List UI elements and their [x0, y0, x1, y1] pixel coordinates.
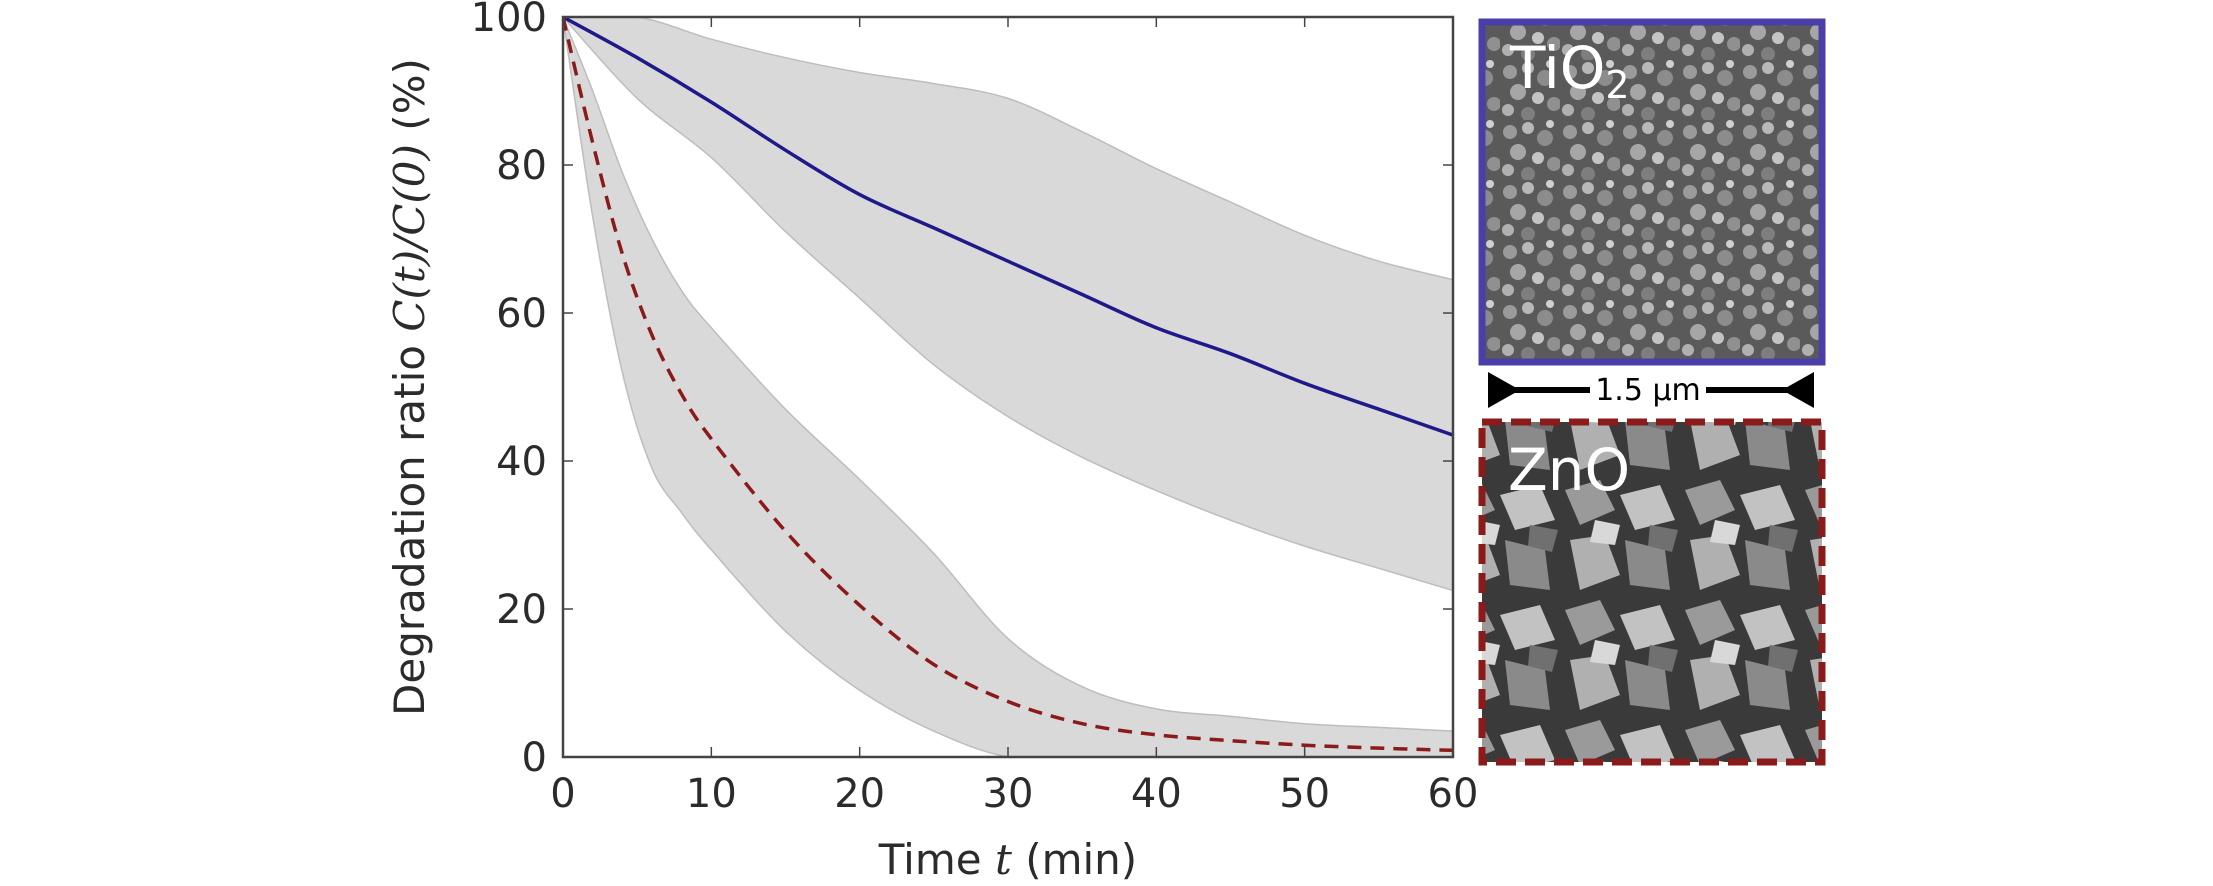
- zno-label: ZnO: [1508, 436, 1630, 504]
- x-tick-label: 20: [834, 771, 885, 817]
- x-tick-label: 50: [1279, 771, 1330, 817]
- y-tick-label: 40: [496, 439, 547, 485]
- zno-inset-frame: [1478, 418, 1826, 766]
- zno-degradation-line: [563, 17, 1453, 753]
- y-axis: 0 20 40 60 80 100: [471, 0, 1453, 781]
- scale-bar-label: 1.5 µm: [1595, 373, 1701, 408]
- tio2-inset-frame: [1478, 18, 1826, 366]
- scale-bar-right-cap: [1782, 372, 1814, 408]
- y-tick-label: 100: [471, 0, 547, 41]
- scale-bar: 1.5 µm: [1488, 372, 1814, 408]
- y-tick-label: 60: [496, 291, 547, 337]
- zno-sem-image: [1482, 422, 1822, 762]
- x-tick-label: 40: [1131, 771, 1182, 817]
- x-tick-label: 30: [983, 771, 1034, 817]
- tio2-label: TiO2: [1509, 34, 1630, 107]
- scale-bar-left-cap: [1488, 372, 1520, 408]
- x-axis-title: Time t (min): [878, 835, 1137, 884]
- plot-area: [563, 17, 1453, 757]
- scale-bar-label-bg: [1590, 372, 1706, 406]
- zno-sem-inset: ZnO: [1478, 418, 1826, 766]
- y-axis-title: Degradation ratio C(t)/C(0) (%): [385, 58, 434, 716]
- x-tick-label: 0: [550, 771, 575, 817]
- tio2-sem-image: [1482, 22, 1822, 362]
- x-tick-label: 10: [686, 771, 737, 817]
- tio2-degradation-line: [563, 17, 1453, 437]
- y-tick-label: 80: [496, 143, 547, 189]
- tio2-uncertainty-band: [563, 17, 1453, 592]
- tio2-sem-inset: TiO2: [1478, 18, 1826, 366]
- y-tick-label: 20: [496, 587, 547, 633]
- x-axis: 0 10 20 30 40 50 60: [550, 17, 1478, 817]
- y-tick-label: 0: [522, 735, 547, 781]
- zno-uncertainty-band: [563, 17, 1453, 757]
- x-tick-label: 60: [1428, 771, 1479, 817]
